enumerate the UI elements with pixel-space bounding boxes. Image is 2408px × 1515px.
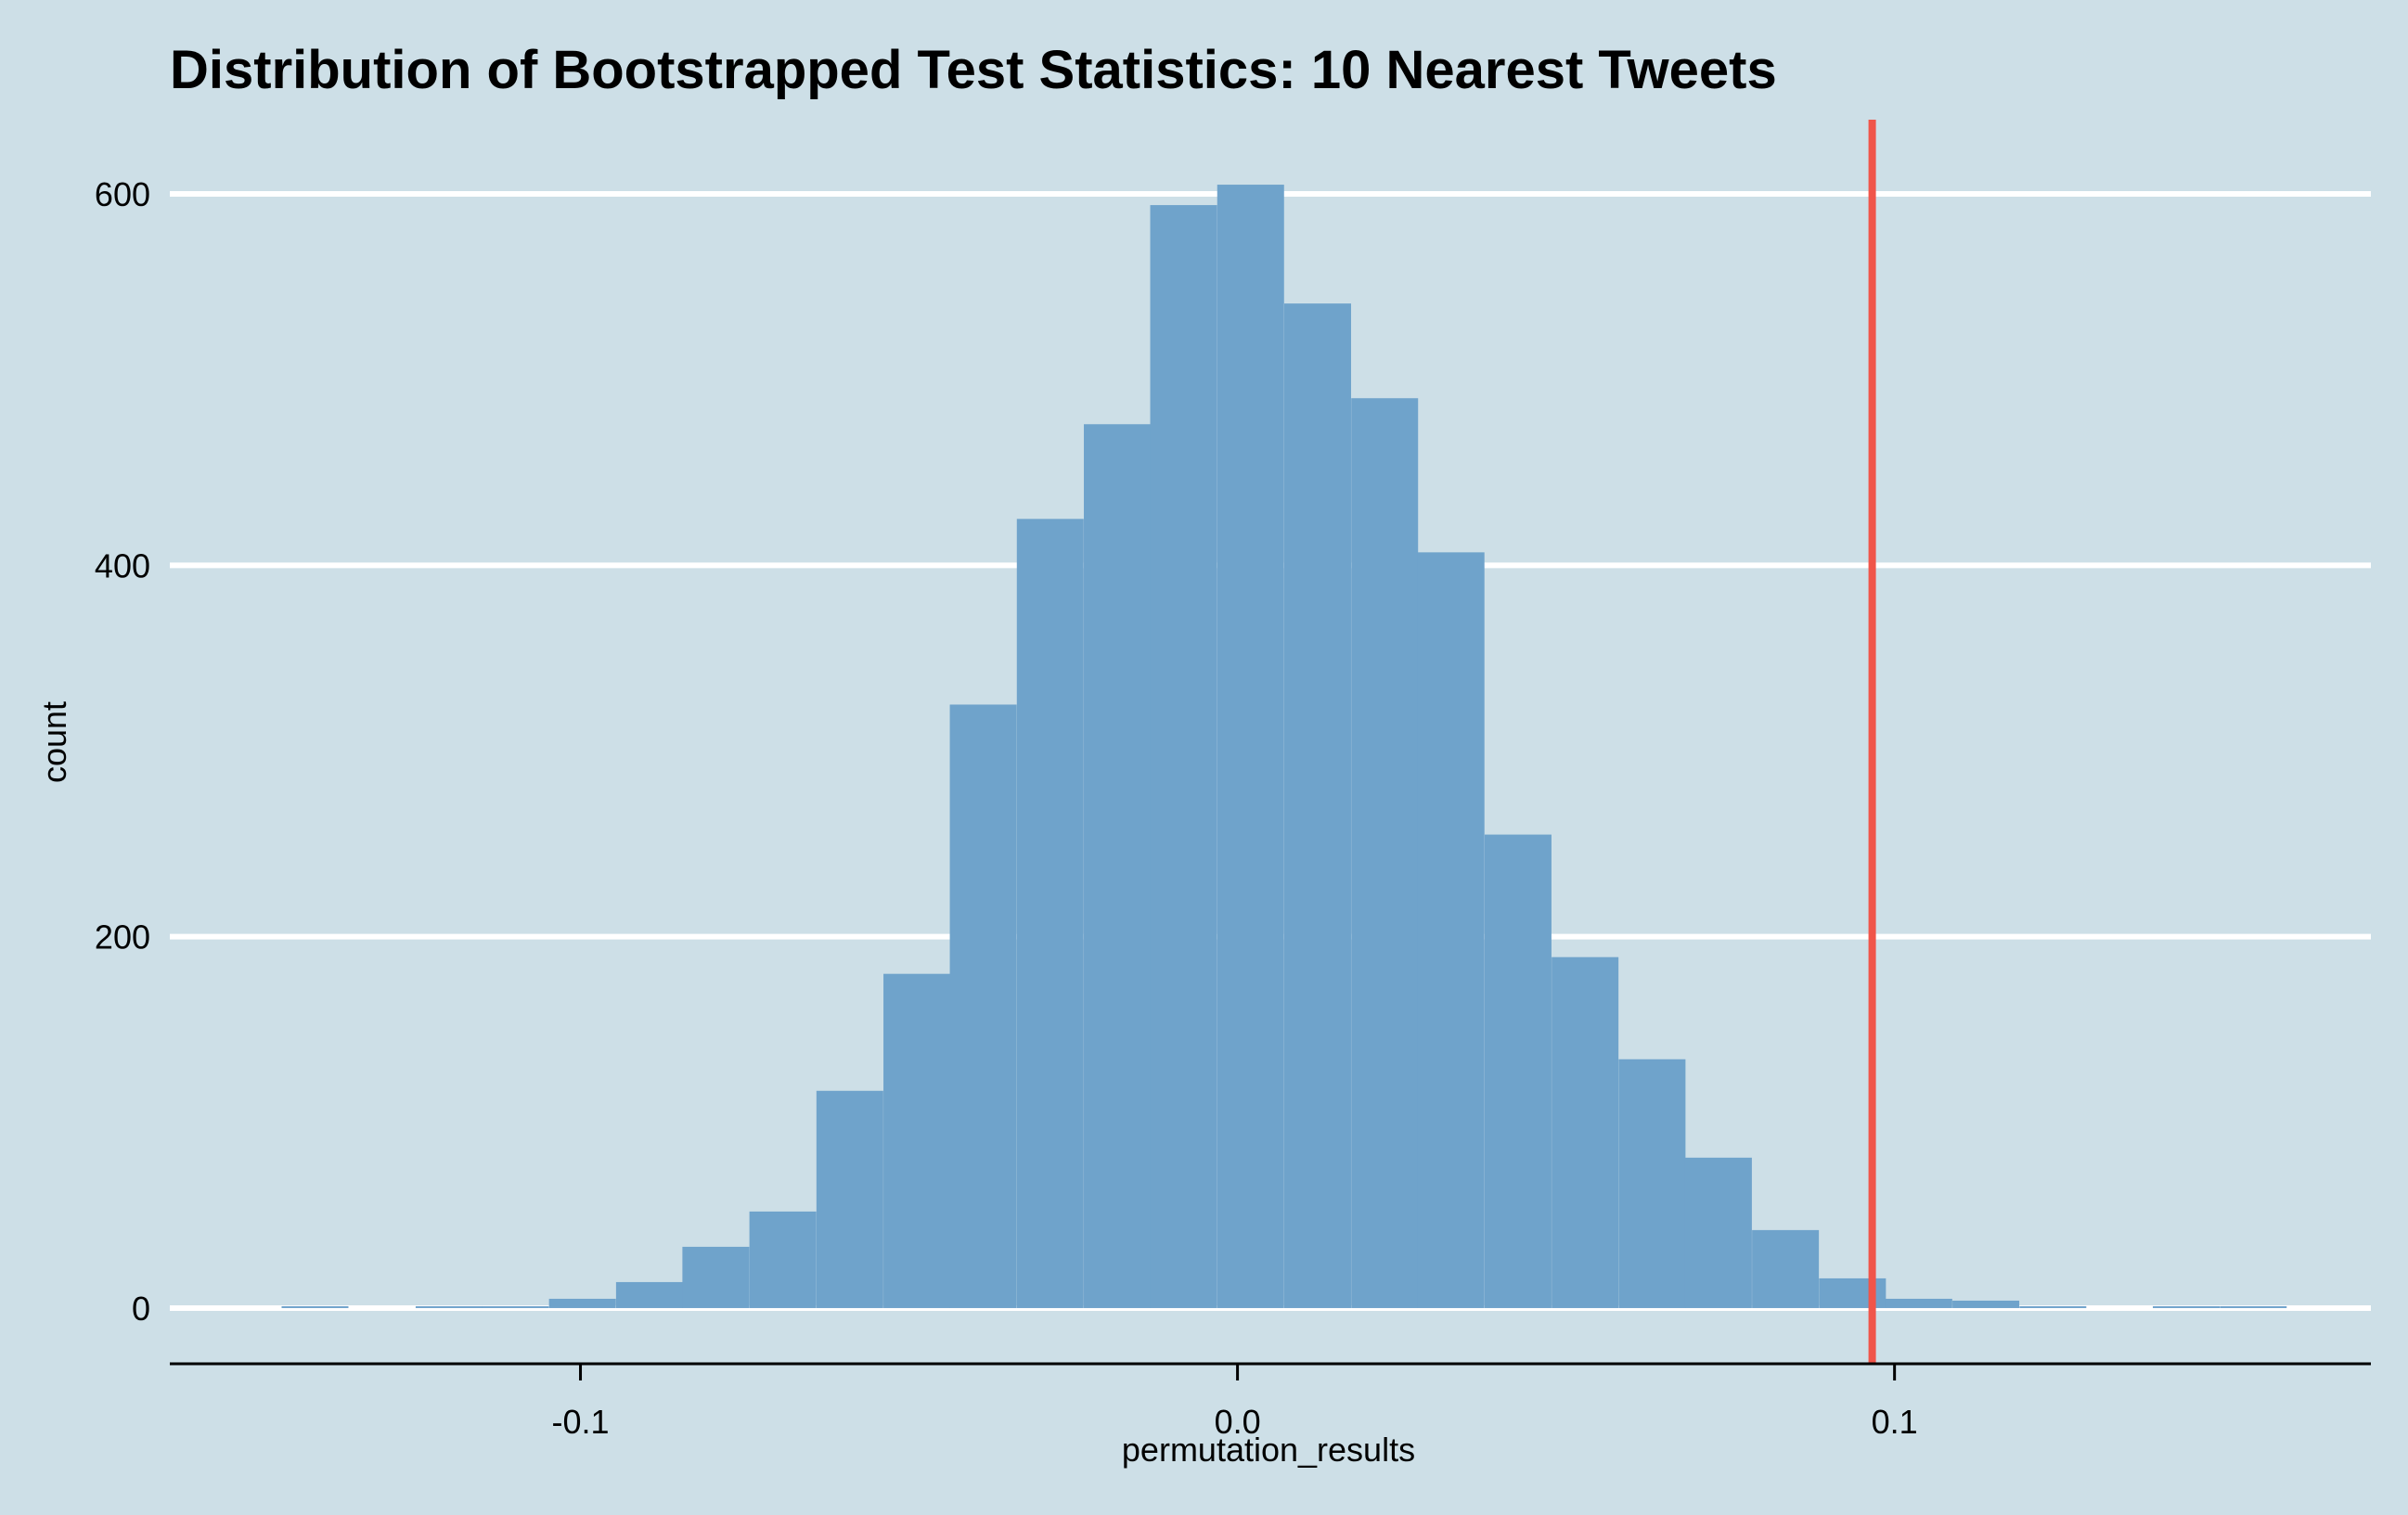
histogram-bar [1552,957,1619,1308]
chart-title: Distribution of Bootstrapped Test Statis… [170,40,1777,100]
x-tick-label: 0.1 [1872,1403,1918,1441]
x-axis-ticks: -0.1 0.0 0.1 [552,1364,1918,1441]
histogram-bar [2220,1305,2287,1308]
histogram-bar [1885,1298,1952,1308]
y-axis-label: count [35,701,73,783]
histogram-bar [1417,552,1485,1308]
histogram-bar [682,1246,750,1308]
histogram-bar [1752,1229,1820,1308]
histogram-bar [749,1211,817,1308]
y-tick-label: 400 [95,546,150,584]
histogram-bar [816,1090,883,1308]
x-tick-label: -0.1 [552,1403,610,1441]
histogram-bar [2153,1305,2221,1308]
histogram-bar [883,973,951,1308]
histogram-bar [1016,519,1084,1308]
x-tick-label: 0.0 [1215,1403,1261,1441]
histogram-bar [615,1281,683,1308]
histogram-bar [415,1305,483,1308]
y-tick-label: 600 [95,175,150,213]
histogram-bar [1351,398,1419,1308]
histogram-bar [548,1298,616,1308]
histogram-bar [1150,205,1217,1308]
histogram-bar [281,1305,349,1308]
x-axis-label: permutation_results [1122,1431,1415,1469]
histogram-bar [1217,185,1284,1308]
histogram-bar [1484,834,1552,1308]
histogram-bars [281,185,2287,1308]
histogram-bar [1618,1059,1686,1308]
y-tick-label: 0 [132,1290,150,1328]
y-tick-label: 200 [95,918,150,957]
histogram-bar [949,704,1017,1308]
y-axis-ticks: 0 200 400 600 [95,175,150,1328]
histogram-bar [1084,424,1152,1308]
histogram-bar [1952,1300,2020,1308]
histogram-bar [1283,303,1351,1308]
histogram-bar [2019,1305,2087,1308]
histogram-bar [482,1305,549,1308]
histogram-bar [1684,1157,1752,1308]
